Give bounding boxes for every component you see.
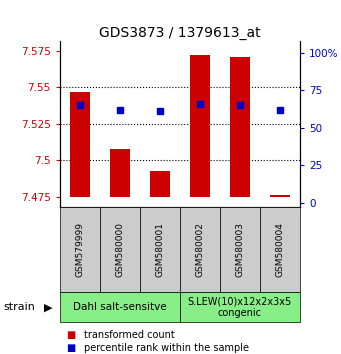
Bar	[60, 292, 180, 322]
Text: GSM580001: GSM580001	[155, 222, 164, 277]
Bar	[180, 207, 220, 292]
Title: GDS3873 / 1379613_at: GDS3873 / 1379613_at	[99, 26, 261, 40]
Bar	[150, 171, 170, 197]
Bar	[110, 149, 130, 197]
Text: GSM580002: GSM580002	[195, 222, 204, 277]
Bar	[60, 207, 100, 292]
Bar	[140, 207, 180, 292]
Bar	[100, 207, 140, 292]
Text: transformed count: transformed count	[84, 330, 174, 339]
Text: GSM580003: GSM580003	[236, 222, 244, 277]
Text: ■: ■	[66, 330, 76, 339]
Text: ■: ■	[66, 343, 76, 353]
Bar	[270, 195, 290, 197]
Bar	[230, 57, 250, 197]
Bar	[220, 207, 260, 292]
Text: GSM580004: GSM580004	[276, 222, 284, 277]
Text: GSM579999: GSM579999	[75, 222, 84, 277]
Text: percentile rank within the sample: percentile rank within the sample	[84, 343, 249, 353]
Text: strain: strain	[3, 302, 35, 312]
Text: GSM580000: GSM580000	[115, 222, 124, 277]
Bar	[260, 207, 300, 292]
Text: S.LEW(10)x12x2x3x5
congenic: S.LEW(10)x12x2x3x5 congenic	[188, 296, 292, 318]
Text: Dahl salt-sensitve: Dahl salt-sensitve	[73, 302, 167, 312]
Bar	[70, 92, 90, 197]
Text: ▶: ▶	[44, 302, 53, 312]
Bar	[180, 292, 300, 322]
Bar	[190, 55, 210, 197]
